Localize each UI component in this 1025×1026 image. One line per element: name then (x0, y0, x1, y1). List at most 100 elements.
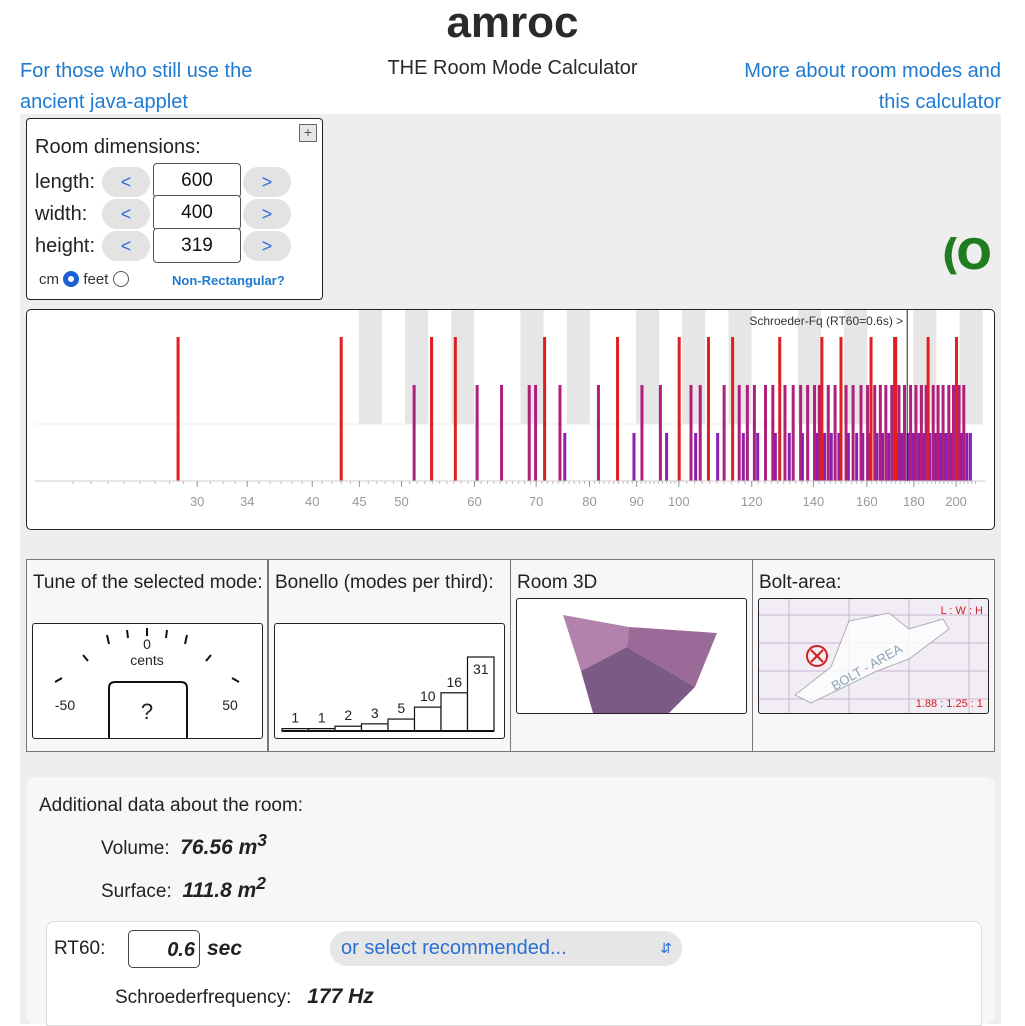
tangential-mode-bar (962, 385, 966, 481)
unit-feet-radio[interactable] (112, 271, 129, 287)
tangential-mode-bar (914, 385, 918, 481)
more-info-link-line2[interactable]: this calculator (878, 91, 1001, 113)
tangential-mode-bar (658, 385, 662, 481)
tangential-mode-bar (813, 385, 817, 481)
bonello-count-label: 1 (291, 710, 299, 726)
tick-label: 60 (467, 494, 481, 509)
oblique-mode-bar (823, 433, 827, 481)
bonello-panel: Bonello (modes per third): 1 1 2 3 5 10 16 31 (268, 559, 511, 752)
length-increase-button[interactable]: > (243, 167, 291, 197)
height-decrease-button[interactable]: < (102, 231, 150, 261)
tangential-mode-bar (873, 385, 877, 481)
axial-mode-bar (731, 337, 735, 481)
piano-black-key (913, 310, 937, 424)
tangential-mode-bar (931, 385, 935, 481)
rt60-input[interactable]: 0.6 (128, 930, 200, 968)
tangential-mode-bar (890, 385, 894, 481)
bonello-count-label: 31 (473, 661, 489, 677)
piano-black-key (636, 310, 660, 424)
tangential-mode-bar (826, 385, 830, 481)
oblique-mode-bar (968, 433, 972, 481)
axial-mode-bar (778, 337, 782, 481)
oblique-mode-bar (787, 433, 791, 481)
bolt-area-panel: Bolt-area: BOLT - AREA L : W : H 1.88 : … (752, 559, 995, 752)
tangential-mode-bar (689, 385, 693, 481)
width-increase-button[interactable]: > (243, 199, 291, 229)
oblique-mode-bar (773, 433, 777, 481)
room-mode-chart[interactable]: 30 34 40 45 50 60 70 80 90 100 120 140 160 180 200 Sch… (26, 309, 995, 530)
rt60-select-label[interactable]: or select recommended... (341, 937, 567, 959)
more-info-link-line1[interactable]: More about room modes and (744, 60, 1001, 82)
piano-black-key (566, 310, 590, 424)
oblique-mode-bar (563, 433, 567, 481)
schroeder-label-text: Schroederfrequency: (115, 987, 292, 1008)
surface-label: Surface: (101, 881, 172, 902)
tangential-mode-bar (783, 385, 787, 481)
tangential-mode-bar (698, 385, 702, 481)
page-subtitle: THE Room Mode Calculator (387, 57, 638, 79)
tangential-mode-bar (737, 385, 741, 481)
tangential-mode-bar (596, 385, 600, 481)
tangential-mode-bar (412, 385, 416, 481)
unit-selector: cm feet (39, 271, 129, 288)
tangential-mode-bar (806, 385, 810, 481)
oblique-mode-bar (716, 433, 720, 481)
axial-mode-bar (926, 337, 930, 481)
width-decrease-button[interactable]: < (102, 199, 150, 229)
tick-label: 180 (903, 494, 925, 509)
volume-label: Volume: (101, 838, 170, 859)
plus-square-icon[interactable]: + (299, 124, 317, 142)
tangential-mode-bar (817, 385, 821, 481)
bonello-count-label: 16 (446, 674, 462, 690)
tangential-mode-bar (791, 385, 795, 481)
chevron-updown-icon[interactable]: ⇵ (660, 940, 672, 956)
tangential-mode-bar (897, 385, 901, 481)
more-info-link[interactable]: More about room modes and this calculato… (681, 56, 1001, 118)
java-applet-link[interactable]: For those who still use the ancient java… (20, 56, 320, 118)
axial-mode-bar (543, 337, 547, 481)
oblique-mode-bar (861, 433, 865, 481)
length-input[interactable]: 600 (153, 163, 241, 198)
tick-label: 34 (240, 494, 254, 509)
surface-value: 111.8 m (182, 879, 257, 902)
oblique-mode-bar (949, 433, 953, 481)
tune-min-label: -50 (55, 697, 75, 713)
rt60-unit: sec (207, 937, 243, 960)
oblique-mode-bar (900, 433, 904, 481)
height-increase-button[interactable]: > (243, 231, 291, 261)
tangential-mode-bar (878, 385, 882, 481)
tick-label: 30 (190, 494, 204, 509)
room-3d-view[interactable] (516, 598, 747, 714)
piano-black-key (520, 310, 544, 424)
bonello-count-label: 2 (344, 707, 352, 723)
bonello-chart: 1 1 2 3 5 10 16 31 (274, 623, 505, 739)
tick-label: 200 (945, 494, 967, 509)
oblique-mode-bar (846, 433, 850, 481)
java-applet-link-line2[interactable]: ancient java-applet (20, 91, 188, 113)
tune-gauge: 0 cents -50 50 ? (32, 623, 263, 739)
tune-center-label: 0 (143, 636, 151, 652)
piano-black-key (358, 310, 382, 424)
surface-exponent: 2 (256, 873, 267, 893)
tune-panel: Tune of the selected mode: 0 cents -50 5… (26, 559, 268, 752)
schroeder-value: 177 Hz (307, 985, 374, 1008)
tune-unit-label: cents (130, 652, 163, 668)
tangential-mode-bar (799, 385, 803, 481)
tangential-mode-bar (475, 385, 479, 481)
tangential-mode-bar (844, 385, 848, 481)
length-decrease-button[interactable]: < (102, 167, 150, 197)
tangential-mode-bar (919, 385, 923, 481)
height-input[interactable]: 319 (153, 228, 241, 263)
non-rectangular-link[interactable]: Non-Rectangular? (172, 273, 285, 288)
bonello-bar (387, 718, 416, 732)
java-applet-link-line1[interactable]: For those who still use the (20, 60, 253, 82)
rt60-label: RT60: (54, 938, 106, 959)
width-input[interactable]: 400 (153, 195, 241, 230)
room-mode-chart-svg[interactable]: 30 34 40 45 50 60 70 80 90 100 120 140 160 180 200 Sch… (27, 310, 994, 529)
surface-row: Surface: 111.8 m2 (101, 873, 266, 903)
tangential-mode-bar (936, 385, 940, 481)
tangential-mode-bar (771, 385, 775, 481)
rt60-recommended-select[interactable]: or select recommended... ⇵ (330, 931, 682, 966)
unit-cm-radio[interactable] (63, 271, 80, 287)
mode-bars[interactable] (176, 337, 972, 481)
